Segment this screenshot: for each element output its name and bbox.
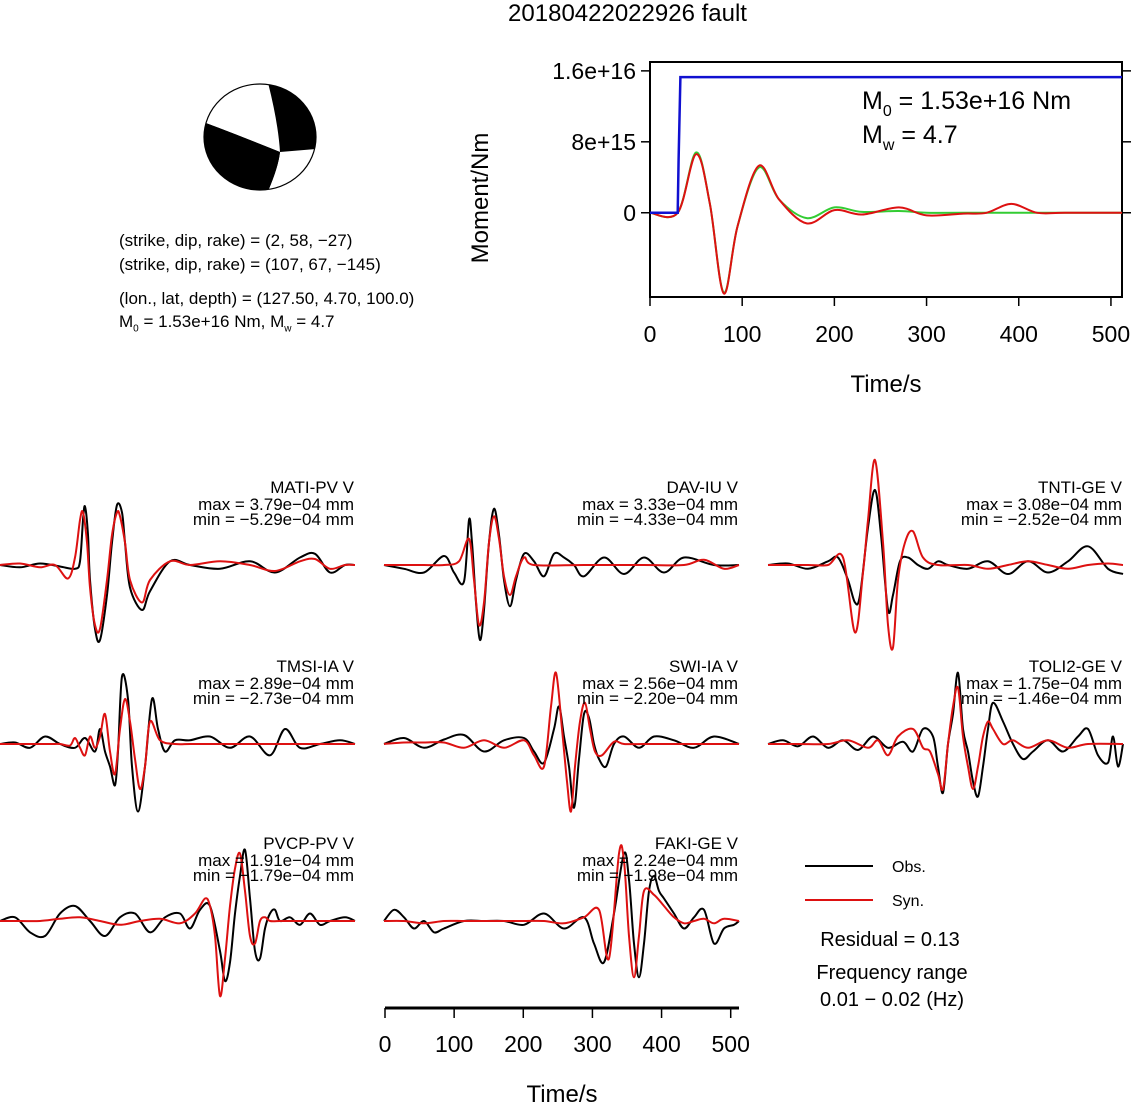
waveform-xlabel: Time/s: [526, 1081, 597, 1104]
station-name: FAKI-GE V: [655, 834, 739, 853]
station-name: PVCP-PV V: [263, 834, 354, 853]
moment-xtick-label: 400: [1000, 321, 1038, 347]
station-min: min = −1.46e−04 mm: [961, 689, 1122, 708]
legend-obs-label: Obs.: [892, 859, 926, 876]
synthetic-waveform: [383, 515, 740, 627]
synthetic-waveform: [0, 851, 355, 998]
station-min: min = −2.52e−04 mm: [961, 510, 1122, 529]
moment-xtick-label: 200: [815, 321, 853, 347]
moment-rate-red: [649, 153, 1122, 295]
station-name: TNTI-GE V: [1038, 478, 1123, 497]
observed-waveform: [0, 502, 356, 644]
observed-waveform: [767, 671, 1124, 798]
moment-ytick-label: 1.6e+16: [552, 58, 636, 84]
waveform-xtick-label: 300: [573, 1031, 611, 1057]
station-min: min = −1.79e−04 mm: [193, 866, 354, 885]
focal-mechanism-beachball: [203, 83, 317, 191]
moment-ytick-label: 8e+15: [571, 129, 636, 155]
station-min: min = −4.33e−04 mm: [577, 510, 738, 529]
observed-waveform: [383, 851, 740, 979]
synthetic-waveform: [767, 458, 1124, 651]
station-min: min = −1.98e−04 mm: [577, 866, 738, 885]
station-max: max = 1.75e−04 mm: [966, 674, 1122, 693]
moment-xtick-label: 500: [1092, 321, 1130, 347]
station-max: max = 3.08e−04 mm: [966, 495, 1122, 514]
m0-annotation: M0 = 1.53e+16 Nm: [862, 87, 1071, 120]
station-max: max = 1.91e−04 mm: [198, 851, 354, 870]
moment-xlabel: Time/s: [850, 371, 921, 398]
synthetic-waveform: [383, 671, 739, 813]
moment-rate-green: [649, 151, 1122, 294]
waveform-xtick-label: 0: [379, 1031, 392, 1057]
station-max: max = 2.24e−04 mm: [582, 851, 738, 870]
observed-waveform: [767, 488, 1124, 615]
station-name: TMSI-IA V: [277, 657, 355, 676]
moment-xtick-label: 300: [907, 321, 945, 347]
moment-xtick-label: 100: [723, 321, 761, 347]
moment-ytick-label: 0: [623, 200, 636, 226]
waveform-xtick-label: 200: [504, 1031, 542, 1057]
synthetic-waveform: [0, 510, 356, 634]
observed-waveform: [0, 673, 356, 813]
mw-annotation: Mw = 4.7: [862, 121, 958, 154]
residual-label: Residual = 0.13: [820, 929, 960, 951]
frequency-range-value: 0.01 − 0.02 (Hz): [820, 989, 964, 1011]
station-name: TOLI2-GE V: [1029, 657, 1123, 676]
station-max: max = 2.89e−04 mm: [198, 674, 354, 693]
moment-magnitude-info: M0 = 1.53e+16 Nm, Mw = 4.7: [119, 312, 335, 335]
moment-plot-frame: [649, 61, 1123, 298]
waveform-xtick-label: 500: [712, 1031, 750, 1057]
synthetic-waveform: [0, 697, 355, 791]
moment-xtick-label: 0: [644, 321, 657, 347]
nodal-plane-1: (strike, dip, rake) = (2, 58, −27): [119, 231, 353, 250]
observed-waveform: [383, 507, 740, 642]
waveform-time-axis: 0 100 200 300 400 500: [379, 1006, 750, 1057]
moment-plot: 08e+151.6e+160 100 200 300 400 500 Moment/Nm …: [467, 58, 1131, 398]
nodal-plane-2: (strike, dip, rake) = (107, 67, −145): [119, 255, 381, 274]
moment-ylabel: Moment/Nm: [467, 133, 494, 264]
cumulative-moment-line: [650, 75, 1122, 215]
station-name: DAV-IU V: [667, 478, 739, 497]
station-max: max = 3.33e−04 mm: [582, 495, 738, 514]
waveform-xtick-label: 400: [642, 1031, 680, 1057]
station-max: max = 2.56e−04 mm: [582, 674, 738, 693]
station-min: min = −2.73e−04 mm: [193, 689, 354, 708]
page-title: 20180422022926 fault: [508, 0, 747, 27]
waveform-xtick-label: 100: [435, 1031, 473, 1057]
station-min: min = −2.20e−04 mm: [577, 689, 738, 708]
observed-waveform: [0, 848, 356, 983]
synthetic-waveform: [768, 685, 1124, 792]
hypocenter-location: (lon., lat, depth) = (127.50, 4.70, 100.…: [119, 289, 415, 308]
station-min: min = −5.29e−04 mm: [193, 510, 354, 529]
legend: Obs. Syn. Residual = 0.13 Frequency rang…: [805, 859, 968, 1011]
station-max: max = 3.79e−04 mm: [198, 495, 354, 514]
station-name: SWI-IA V: [669, 657, 739, 676]
legend-syn-label: Syn.: [892, 893, 924, 910]
frequency-range-label: Frequency range: [816, 962, 967, 984]
station-name: MATI-PV V: [270, 478, 354, 497]
observed-waveform: [383, 705, 740, 809]
synthetic-waveform: [383, 844, 740, 979]
